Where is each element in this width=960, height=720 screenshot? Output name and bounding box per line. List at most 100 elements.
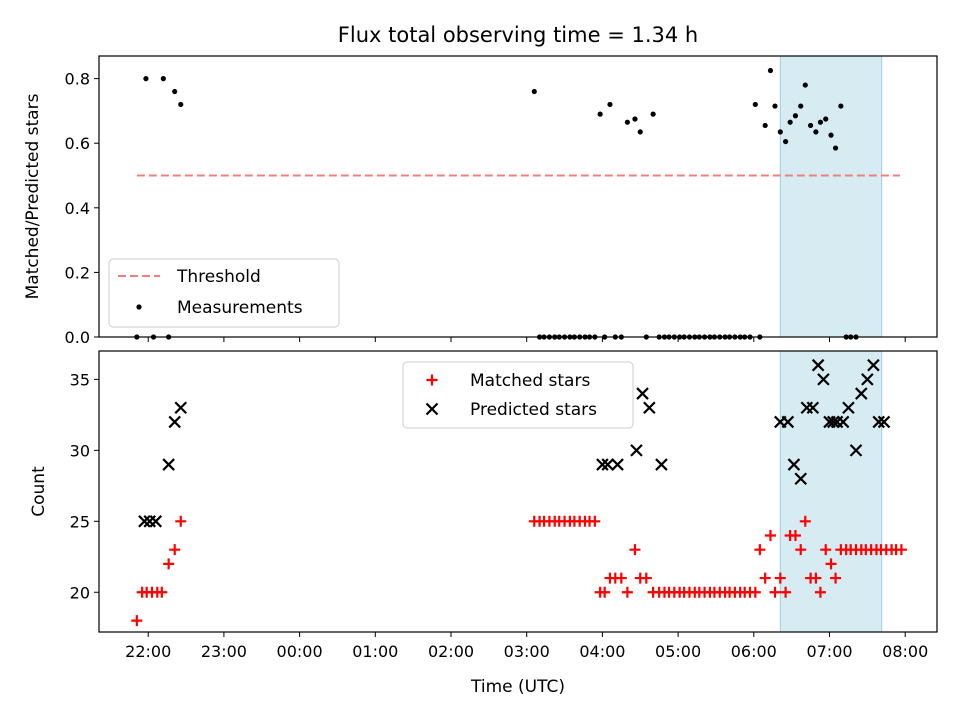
predicted-star-point — [611, 458, 624, 471]
top-y-axis-label: Matched/Predicted stars — [23, 93, 43, 299]
predicted-star-point — [861, 373, 874, 386]
predicted-star-point — [149, 515, 163, 528]
predicted-star-point — [596, 458, 609, 471]
predicted-star-point — [781, 415, 795, 429]
matched-star-point — [169, 544, 181, 556]
measurement-point — [607, 101, 613, 108]
matched-star-point — [764, 529, 776, 541]
top-x-ticks — [147, 337, 906, 342]
legend-threshold-label: Threshold — [176, 267, 261, 287]
matched-star-point — [640, 572, 652, 584]
measurement-point — [531, 88, 537, 95]
matched-star-point — [163, 558, 175, 570]
y-tick-label: 35 — [70, 370, 90, 389]
predicted-star-point — [806, 401, 820, 415]
predicted-star-point — [168, 415, 181, 429]
measurement-point — [767, 67, 774, 74]
matched-star-point — [759, 572, 771, 584]
measurement-point — [178, 101, 184, 108]
matched-star-point — [780, 586, 792, 598]
measurement-point — [160, 76, 166, 82]
measurement-point — [817, 119, 824, 125]
matched-star-point — [629, 544, 641, 556]
predicted-star-point — [655, 458, 668, 471]
measurement-point — [597, 111, 603, 117]
matched-star-point — [830, 572, 842, 584]
matched-star-point — [825, 558, 837, 570]
measurement-point — [650, 111, 656, 117]
measurement-point — [807, 122, 814, 129]
legend-matched-label: Matched stars — [470, 371, 590, 391]
matched-star-point — [754, 544, 766, 556]
predicted-star-point — [827, 415, 840, 429]
top-legend: Threshold Measurements — [108, 258, 340, 328]
legend-predicted-swatch — [425, 402, 439, 416]
predicted-star-point — [787, 458, 801, 471]
chart-title: Flux total observing time = 1.34 h — [338, 23, 698, 47]
top-panel-frame — [98, 55, 938, 338]
bottom-y-axis: 20 25 30 35 — [70, 370, 99, 602]
predicted-star-point — [849, 444, 863, 457]
measurement-point — [828, 132, 834, 138]
predicted-star-point — [601, 458, 614, 471]
y-tick-label: 30 — [70, 441, 90, 460]
predicted-star-point — [794, 472, 808, 486]
bottom-y-axis-label: Count — [29, 466, 49, 517]
matched-star-point — [820, 544, 832, 556]
y-tick-label: 20 — [70, 583, 90, 602]
predicted-star-point — [643, 401, 656, 415]
measurement-point — [802, 82, 808, 88]
y-tick-label: 0.0 — [65, 328, 90, 347]
matched-star-point — [814, 586, 826, 598]
top-y-axis: 0.0 0.2 0.4 0.6 0.8 — [65, 70, 99, 347]
x-tick-label: 22:00 — [125, 642, 171, 661]
x-axis-label: Time (UTC) — [470, 677, 565, 697]
predicted-star-point — [877, 415, 891, 429]
top-shaded-span — [779, 55, 883, 338]
bottom-legend: Matched stars Predicted stars — [402, 361, 634, 429]
measurement-point — [838, 103, 844, 109]
matched-star-point — [810, 572, 822, 584]
x-tick-label: 03:00 — [504, 642, 550, 661]
measurement-point — [823, 116, 829, 122]
legend-frame — [402, 361, 634, 429]
measurement-point — [172, 88, 178, 95]
y-tick-label: 25 — [70, 512, 90, 531]
measurement-point — [632, 116, 638, 122]
predicted-star-point — [836, 415, 850, 429]
measurement-point — [637, 129, 643, 135]
measurement-point — [787, 119, 793, 125]
matched-star-point — [789, 529, 801, 541]
legend-matched-swatch — [426, 374, 438, 386]
measurement-point — [792, 113, 799, 119]
matched-star-point — [156, 586, 168, 598]
y-tick-label: 0.2 — [65, 263, 90, 282]
matched-star-point — [175, 515, 187, 527]
measurement-point — [772, 103, 778, 109]
x-tick-label: 01:00 — [352, 642, 398, 661]
measurement-point — [624, 119, 630, 125]
x-tick-label: 00:00 — [277, 642, 323, 661]
y-tick-label: 0.4 — [65, 199, 90, 218]
top-panel: 0.00.20.40.60.8 Matched/Predicted stars … — [23, 55, 938, 347]
matched-star-point — [795, 544, 807, 556]
predicted-star-point — [872, 415, 885, 429]
measurement-point — [752, 101, 758, 108]
predicted-star-point — [174, 401, 188, 415]
measurement-point — [798, 103, 804, 109]
predicted-star-point — [855, 387, 868, 400]
bottom-panel-frame — [98, 350, 938, 633]
matched-star-point — [774, 572, 786, 584]
measurement-point — [762, 122, 768, 129]
measurement-point — [813, 129, 819, 135]
matched-star-point — [615, 572, 627, 584]
x-tick-label: 07:00 — [806, 642, 852, 661]
measurement-point — [777, 129, 783, 135]
matched-star-point — [589, 515, 601, 527]
y-tick-label: 0.6 — [65, 134, 90, 153]
matched-star-point — [621, 586, 633, 598]
x-tick-label: 02:00 — [428, 642, 474, 661]
legend-measurements-swatch — [136, 304, 142, 310]
x-tick-label: 23:00 — [201, 642, 247, 661]
